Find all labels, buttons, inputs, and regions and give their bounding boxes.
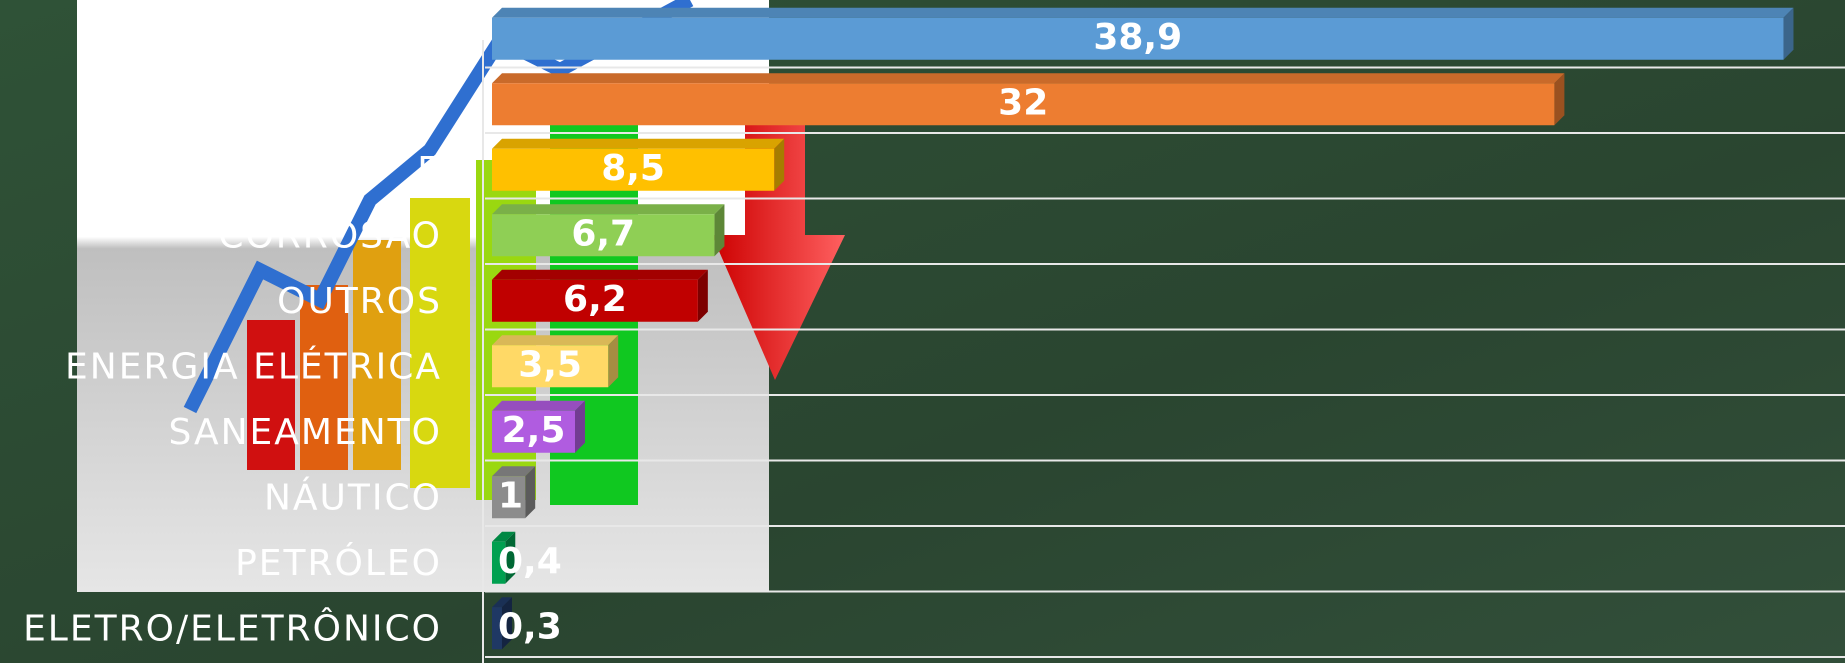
bar-side [525,466,536,519]
value-label: 1 [498,475,523,516]
value-label: 6,7 [571,213,635,254]
image-bar [353,240,401,470]
bar [492,83,1555,126]
category-label: E [417,150,442,191]
bar-top [492,400,585,411]
value-label: 0,3 [498,606,562,647]
category-label: NÁUTICO [264,476,442,518]
category-label: CORROSÃO [218,214,442,256]
bar-top [492,7,1794,18]
bar-top [492,73,1565,84]
bar-top [492,466,536,477]
category-label: SANEAMENTO [168,412,442,453]
value-label: 0,4 [498,541,562,582]
value-label: 3,5 [518,344,582,385]
bar [492,607,502,650]
bar-top [492,335,619,346]
bar-side [501,597,512,650]
bar [492,279,698,322]
bar [492,17,1784,60]
plot: 38,9 C 32 8,5 E 6,7 CORROSÃO 6,2 OUTROS 3,5 ENERGI… [23,7,1845,658]
bar-side [575,400,585,453]
bar-side [1554,73,1565,126]
value-label: 2,5 [502,410,566,451]
bar-side [714,204,725,257]
bar-top [492,138,785,149]
image-line [183,0,694,414]
image-bar [300,285,348,470]
image-bar [247,320,295,470]
bar-side [505,531,516,584]
bar [492,541,506,584]
bar [492,345,609,388]
category-label: ENERGIA ELÉTRICA [65,345,442,387]
category-label: PETRÓLEO [235,542,442,584]
bar-top [492,204,725,215]
bar-top [492,531,516,542]
category-label: OUTROS [277,281,442,322]
bar-side [697,269,708,322]
bar-side [774,138,785,191]
value-label: 32 [998,82,1048,123]
category-label: C [415,19,442,60]
bar-top [492,269,708,280]
category-label: ELETRO/ELETRÔNICO [23,607,442,649]
bar-top [492,597,512,608]
value-label: 6,2 [563,279,627,320]
value-label: 38,9 [1093,17,1182,58]
image-bar [410,198,470,488]
bar [492,410,575,453]
bar-side [1783,7,1794,60]
bar [492,148,775,191]
bar [492,476,526,519]
value-label: 8,5 [601,148,665,189]
bar-side [608,335,619,388]
bar [492,214,715,257]
